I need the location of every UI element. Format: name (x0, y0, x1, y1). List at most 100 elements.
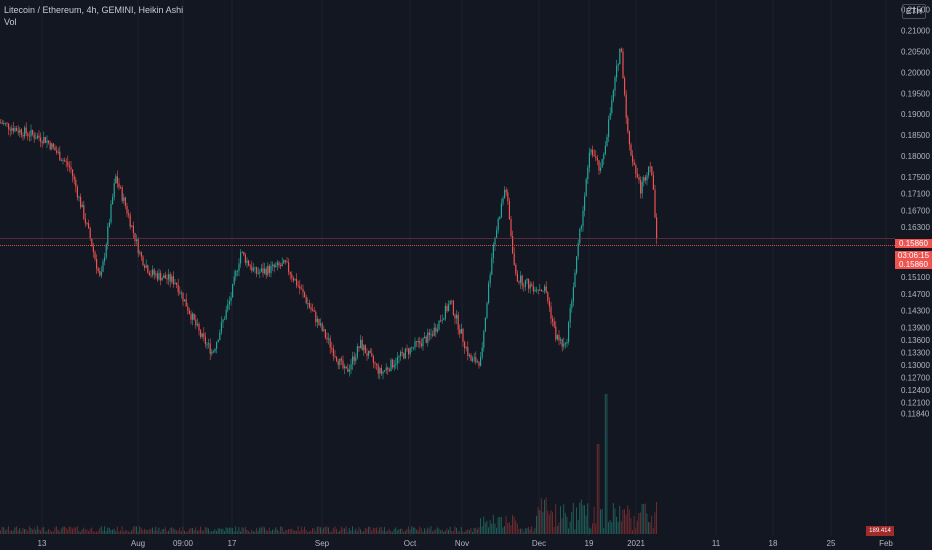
volume-label[interactable]: Vol (4, 17, 17, 27)
y-tick-label: 0.13000 (901, 361, 930, 370)
candle-body (219, 332, 221, 341)
volume-bar (457, 530, 459, 534)
volume-bar (99, 528, 101, 534)
candle-body (203, 333, 205, 337)
candle-body (132, 225, 134, 233)
volume-bar (268, 527, 270, 534)
volume-bar (52, 531, 54, 534)
volume-bar (560, 506, 561, 534)
volume-bar (152, 527, 153, 534)
candle-body (12, 128, 14, 132)
volume-bar (256, 528, 257, 534)
y-tick-label: 0.13600 (901, 336, 930, 345)
volume-bar (347, 531, 349, 534)
volume-bar (614, 508, 616, 534)
candle-body (144, 265, 146, 268)
candle-body (168, 274, 170, 280)
candle-body (512, 236, 514, 254)
volume-bar (441, 529, 443, 534)
volume-bar (46, 531, 48, 534)
candle-body (152, 269, 154, 276)
volume-bar (25, 529, 27, 534)
candle-body (41, 141, 43, 144)
volume-bar (507, 523, 509, 534)
volume-bar (412, 527, 414, 534)
volume-bar (278, 530, 280, 534)
candle-body (97, 268, 99, 271)
currency-button[interactable]: ETH (902, 4, 926, 19)
candle-body (334, 356, 336, 358)
candle-body (268, 265, 270, 273)
candle-body (328, 338, 330, 340)
volume-bar (500, 517, 502, 534)
volume-bar (68, 526, 70, 534)
candle-body (572, 287, 574, 302)
volume-bar (544, 499, 545, 534)
candle-body (89, 228, 91, 239)
volume-bar (400, 528, 401, 534)
last-price-value-repeat: 0.15860 (899, 260, 928, 270)
volume-bar (534, 528, 536, 534)
volume-bar (310, 530, 312, 534)
volume-bar (473, 527, 475, 534)
volume-bar (220, 528, 222, 534)
candle-body (24, 127, 26, 137)
volume-bar (96, 531, 97, 534)
candle-body (545, 286, 547, 293)
volume-bar (208, 528, 209, 534)
candle-body (576, 256, 578, 273)
price-axis[interactable]: 0.21500 0.21000 0.20500 0.20000 0.19500 0.190… (901, 6, 930, 419)
candle-body (147, 265, 149, 273)
candle-body (448, 304, 450, 311)
volume-bar (281, 527, 283, 534)
candle-body (36, 135, 38, 139)
volume-bar (598, 444, 600, 534)
candle-body (86, 223, 88, 224)
volume-bar (236, 531, 238, 534)
volume-bar (60, 528, 62, 534)
volume-bar (214, 529, 216, 534)
time-axis[interactable]: 13 Aug 09:00 17 Sep Oct Nov Dec 19 2021 11 18 25 Feb (38, 539, 894, 548)
volume-bar (332, 528, 334, 534)
candle-body (536, 289, 538, 291)
candle-body (436, 329, 438, 332)
volume-bar (388, 528, 390, 534)
volume-bar (76, 526, 78, 534)
candle-body (382, 371, 384, 374)
volume-bar (382, 530, 384, 534)
volume-bar (225, 527, 227, 534)
volume-bar (251, 529, 253, 534)
candle-body (409, 347, 411, 355)
volume-bar (204, 527, 206, 534)
candle-body (600, 167, 602, 171)
volume-bar (238, 527, 240, 534)
candle-body (515, 264, 517, 274)
candle-body (348, 369, 350, 372)
volume-bar (361, 531, 363, 534)
volume-bar (451, 530, 453, 534)
volume-bar (502, 527, 504, 534)
volume-bar (622, 509, 624, 534)
candle-body (80, 196, 82, 208)
candle-body (292, 277, 294, 281)
volume-bar (433, 530, 435, 534)
volume-bar (476, 529, 478, 534)
volume-bar (616, 516, 617, 534)
candle-body (240, 252, 242, 264)
candle-body (641, 181, 643, 194)
candle-body (612, 90, 614, 100)
candle-body (628, 131, 630, 145)
candle-body (102, 261, 104, 272)
candle-body (318, 318, 320, 326)
candle-body (172, 276, 174, 285)
candle-body (355, 357, 357, 361)
volume-bar (403, 531, 405, 534)
candle-body (398, 356, 400, 358)
volume-bar (611, 522, 613, 534)
volume-bar (556, 525, 558, 534)
candle-body (424, 336, 426, 339)
symbol-title[interactable]: Litecoin / Ethereum, 4h, GEMINI, Heikin … (4, 5, 184, 15)
volume-bar (257, 530, 259, 534)
candle-body (1, 122, 3, 124)
